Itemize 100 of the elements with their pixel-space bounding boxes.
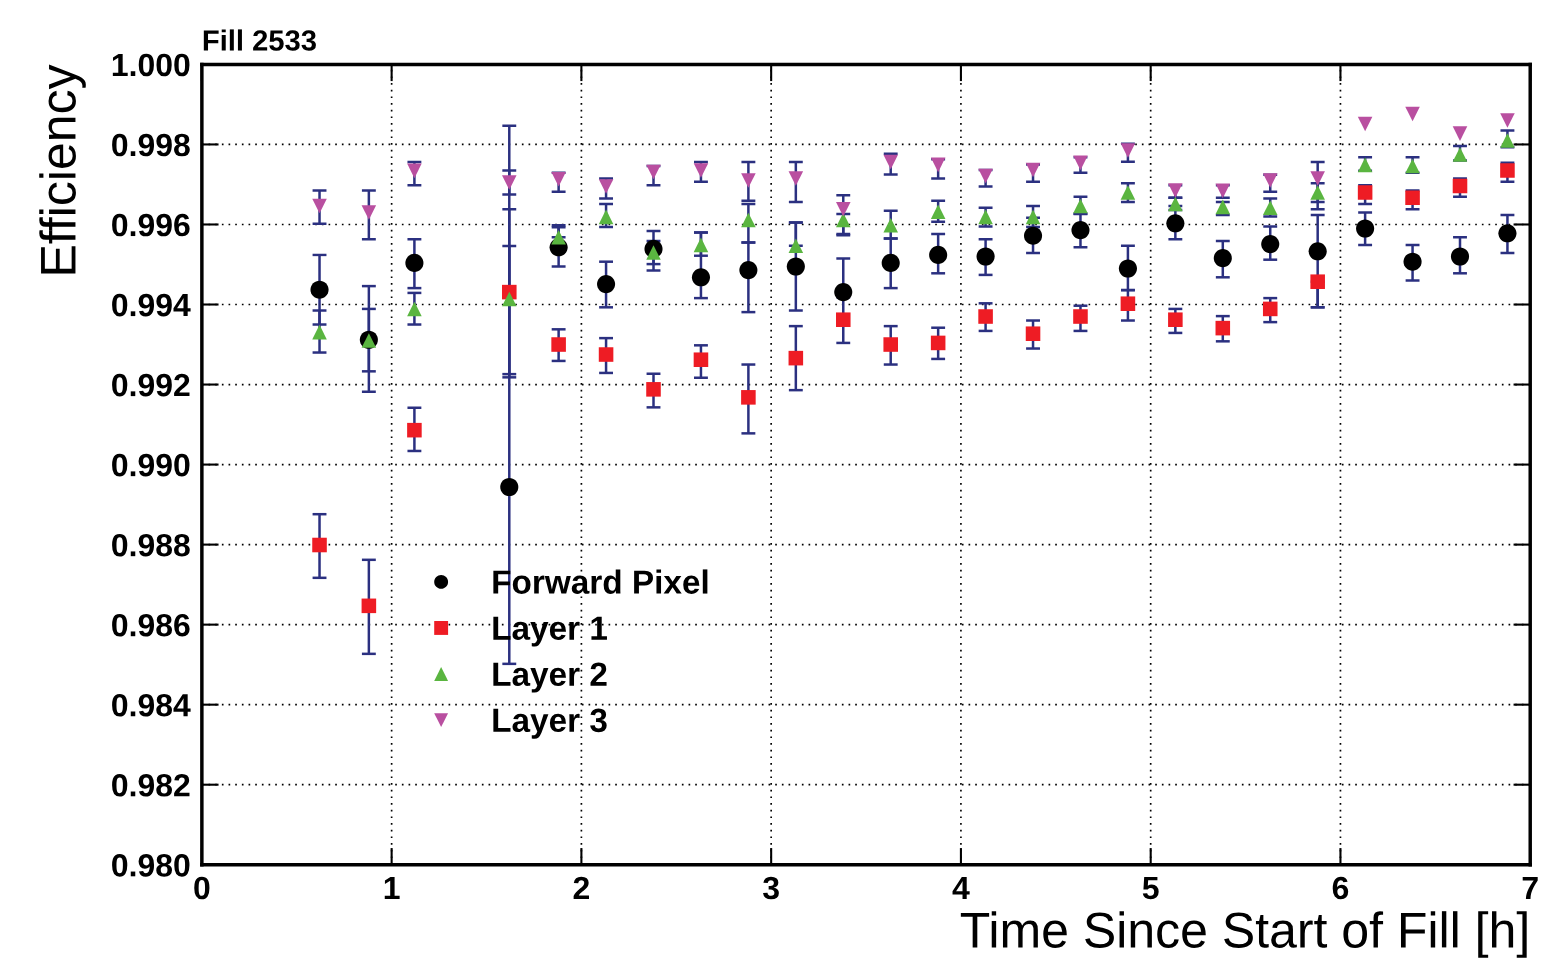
point xyxy=(693,163,709,178)
y-tick-label: 0.982 xyxy=(112,773,190,797)
point xyxy=(407,301,422,317)
point xyxy=(788,238,804,253)
point xyxy=(1262,301,1278,317)
point xyxy=(598,209,614,225)
point xyxy=(1073,155,1088,171)
point xyxy=(1405,106,1420,122)
point xyxy=(310,280,329,299)
y-tick-label: 0.994 xyxy=(112,293,191,317)
point xyxy=(834,283,853,302)
point xyxy=(1310,171,1325,186)
point xyxy=(405,253,424,272)
point xyxy=(1120,296,1136,311)
y-tick-label: 0.988 xyxy=(112,533,190,557)
x-axis-title: Time Since Start of Fill [h] xyxy=(960,911,1527,958)
point xyxy=(739,261,758,280)
point xyxy=(929,245,948,264)
point xyxy=(835,312,851,327)
point xyxy=(786,257,805,276)
legend-label: Layer 3 xyxy=(493,708,607,739)
point xyxy=(1213,249,1232,268)
x-tick-label: 0 xyxy=(194,876,210,900)
point xyxy=(693,237,709,253)
point xyxy=(361,598,377,614)
point xyxy=(502,175,517,190)
point xyxy=(551,337,566,352)
point xyxy=(361,205,377,220)
point xyxy=(693,352,709,368)
point xyxy=(598,179,614,194)
point xyxy=(835,201,851,217)
point xyxy=(1357,116,1373,132)
point xyxy=(1498,224,1517,243)
point xyxy=(930,335,946,351)
point xyxy=(500,477,519,497)
point xyxy=(1356,219,1375,238)
point xyxy=(741,212,756,228)
point xyxy=(551,171,566,187)
point xyxy=(1120,143,1136,158)
point xyxy=(1310,185,1325,200)
y-tick-label: 1.000 xyxy=(112,53,190,77)
y-tick-label: 0.998 xyxy=(112,133,190,157)
point xyxy=(1450,247,1470,266)
x-tick-label: 7 xyxy=(1522,877,1538,899)
x-tick-label: 2 xyxy=(573,876,589,899)
point xyxy=(930,157,946,173)
point xyxy=(835,212,851,228)
point xyxy=(788,171,804,186)
x-tick-label: 3 xyxy=(763,876,779,900)
point xyxy=(312,537,327,553)
y-tick-label: 0.992 xyxy=(112,373,190,397)
point xyxy=(1403,252,1422,271)
point xyxy=(1071,221,1090,240)
point xyxy=(646,164,661,180)
point xyxy=(1500,113,1515,128)
point xyxy=(1452,126,1468,141)
point xyxy=(1261,235,1280,254)
point xyxy=(1262,173,1278,188)
point xyxy=(551,230,566,245)
point xyxy=(1500,163,1515,178)
point xyxy=(312,198,327,214)
point xyxy=(741,390,756,405)
point xyxy=(1168,312,1183,327)
point xyxy=(312,324,327,340)
point xyxy=(1405,190,1420,205)
point xyxy=(1025,209,1041,225)
point xyxy=(978,168,993,184)
chart-title: Fill 2533 xyxy=(203,29,316,51)
point xyxy=(1025,326,1041,342)
legend-label: Layer 2 xyxy=(493,662,607,693)
point xyxy=(883,337,898,352)
point xyxy=(1073,309,1088,324)
point xyxy=(1357,185,1373,200)
point xyxy=(1023,226,1043,245)
y-tick-label: 0.990 xyxy=(112,453,190,477)
point xyxy=(646,245,661,260)
y-tick-label: 0.984 xyxy=(112,693,191,717)
y-tick-label: 0.996 xyxy=(112,213,190,237)
point xyxy=(691,268,710,287)
y-tick-label: 0.986 xyxy=(112,613,190,637)
x-tick-label: 6 xyxy=(1332,876,1349,900)
x-tick-label: 4 xyxy=(952,877,970,899)
point xyxy=(502,291,517,307)
point xyxy=(976,247,995,266)
point xyxy=(930,204,946,219)
point xyxy=(883,218,898,233)
y-axis-title: Efficiency xyxy=(39,64,86,274)
point xyxy=(1120,185,1136,200)
point xyxy=(883,154,898,170)
point xyxy=(1452,178,1468,194)
point xyxy=(646,382,661,397)
x-tick-label: 5 xyxy=(1142,877,1159,900)
point xyxy=(881,253,900,272)
point xyxy=(1118,259,1137,278)
point xyxy=(1310,274,1325,289)
point xyxy=(1308,242,1327,261)
point xyxy=(1025,162,1041,178)
point xyxy=(741,173,756,188)
point xyxy=(1500,133,1515,148)
y-tick-label: 0.980 xyxy=(112,854,190,877)
